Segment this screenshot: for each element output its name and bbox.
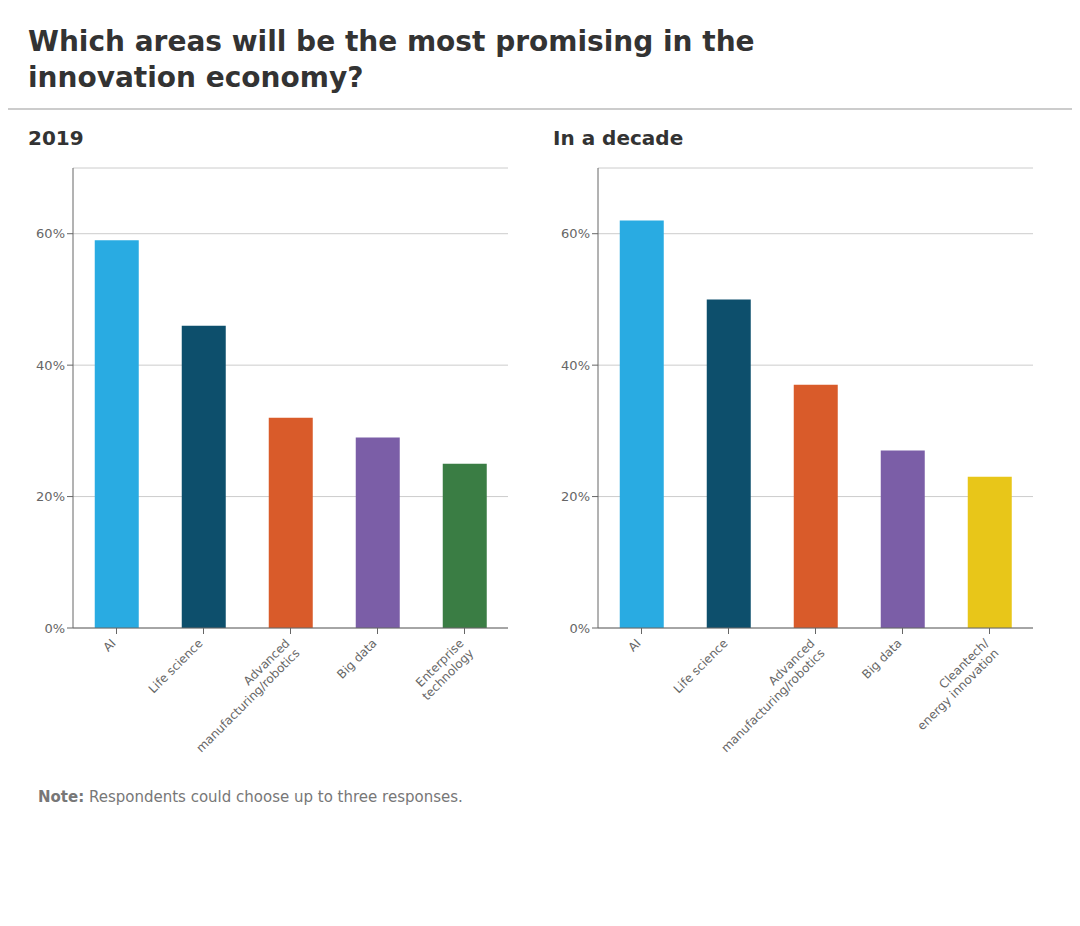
html-text:Note: Respondents could choose: Note: Respondents could choose up to thr… bbox=[38, 788, 463, 806]
svg-text:Advancedmanufacturing/robotics: Advancedmanufacturing/robotics bbox=[184, 636, 303, 755]
svg-text:AI: AI bbox=[100, 636, 118, 654]
svg-text:0%: 0% bbox=[569, 621, 590, 636]
svg-text:Advancedmanufacturing/robotics: Advancedmanufacturing/robotics bbox=[709, 636, 828, 755]
html-text:In a decade: In a decade bbox=[553, 126, 684, 150]
svg-text:20%: 20% bbox=[36, 489, 65, 504]
svg-text:60%: 60% bbox=[36, 226, 65, 241]
svg-text:AI: AI bbox=[625, 636, 643, 654]
html-text:Which areas will be the most p: Which areas will be the most promising i… bbox=[28, 25, 755, 58]
svg-text:Cleantech/energy innovation: Cleantech/energy innovation bbox=[905, 636, 1003, 734]
svg-text:20%: 20% bbox=[561, 489, 590, 504]
svg-text:Life science: Life science bbox=[671, 636, 731, 696]
html-text:innovation economy?: innovation economy? bbox=[28, 61, 364, 94]
svg-text:0%: 0% bbox=[44, 621, 65, 636]
svg-text:Life science: Life science bbox=[146, 636, 206, 696]
svg-text:40%: 40% bbox=[561, 358, 590, 373]
svg-text:Big data: Big data bbox=[859, 636, 904, 681]
svg-text:Enterprisetechnology: Enterprisetechnology bbox=[410, 636, 477, 703]
svg-text:60%: 60% bbox=[561, 226, 590, 241]
svg-text:40%: 40% bbox=[36, 358, 65, 373]
svg-text:Big data: Big data bbox=[334, 636, 379, 681]
html-text:2019: 2019 bbox=[28, 126, 84, 150]
